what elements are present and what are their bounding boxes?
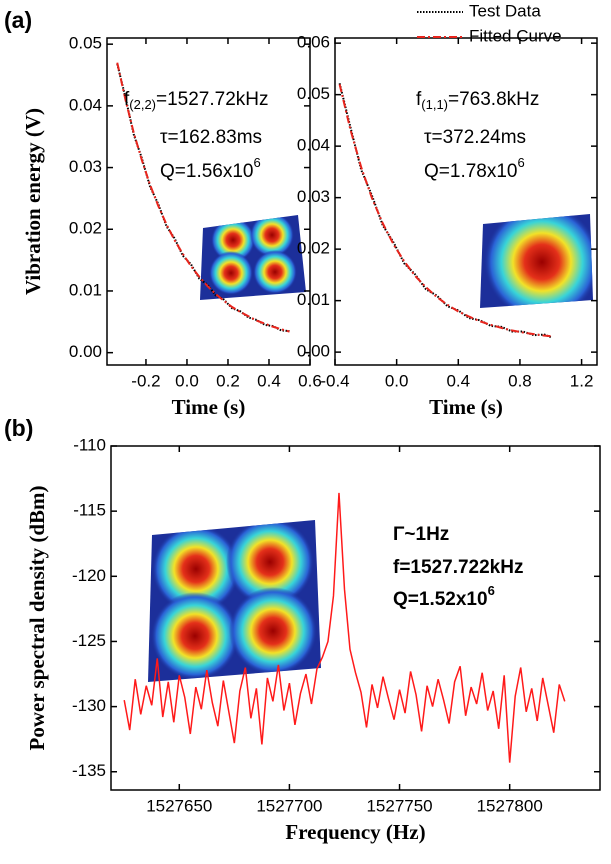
x-tick-label: 0.4 xyxy=(446,371,470,390)
y-tick-label: 0.02 xyxy=(69,219,102,238)
y-tick-label: 0.00 xyxy=(69,342,102,361)
plot-frame xyxy=(110,445,601,791)
annotation-sub: (1,1) xyxy=(421,97,448,112)
x-tick-label: 1527800 xyxy=(477,796,543,815)
annotation-text: Γ~1Hz xyxy=(393,524,449,545)
y-tick-label: -125 xyxy=(72,631,106,650)
x-tick-label: 1527700 xyxy=(256,796,322,815)
y-tick-label: 0.04 xyxy=(69,95,102,114)
annotation: f(2,2)=1527.72kHz xyxy=(124,89,269,112)
annotation-text: f xyxy=(416,89,422,110)
panel-label: (a) xyxy=(4,7,32,33)
data-line xyxy=(338,84,551,338)
annotation: f=1527.722kHz xyxy=(393,557,523,578)
y-tick-label: -110 xyxy=(73,435,106,454)
y-tick-label: 0.01 xyxy=(69,280,102,299)
y-tick-label: -135 xyxy=(72,761,106,780)
annotation-sub: (2,2) xyxy=(129,97,156,112)
y-tick-label: 0.05 xyxy=(297,84,330,103)
y-tick-label: 0.00 xyxy=(297,342,330,361)
x-tick-label: 1527750 xyxy=(366,796,432,815)
x-axis-label: Time (s) xyxy=(172,395,246,419)
annotation-text: Q=1.56x10 xyxy=(160,161,254,182)
y-tick-label: -120 xyxy=(72,566,106,585)
x-tick-label: 1527650 xyxy=(146,796,212,815)
annotation: Q=1.56x106 xyxy=(160,155,261,182)
x-tick-label: -0.4 xyxy=(320,371,349,390)
x-axis-label: Frequency (Hz) xyxy=(285,820,425,844)
annotation: τ=372.24ms xyxy=(424,127,526,148)
x-tick-label: 1.2 xyxy=(570,371,594,390)
x-tick-label: 0.0 xyxy=(385,371,409,390)
mode-inset xyxy=(480,214,593,308)
x-tick-label: -0.2 xyxy=(131,371,160,390)
annotation-text: τ=162.83ms xyxy=(160,127,262,148)
x-tick-label: 0.6 xyxy=(298,371,322,390)
y-tick-label: 0.02 xyxy=(297,239,330,258)
y-tick-label: 0.01 xyxy=(297,290,330,309)
y-tick-label: -115 xyxy=(73,501,106,520)
y-axis-label: Vibration energy (V) xyxy=(21,108,45,295)
data-line xyxy=(116,62,290,333)
x-tick-label: 0.8 xyxy=(508,371,532,390)
x-tick-label: 0.2 xyxy=(216,371,240,390)
annotation-text: =763.8kHz xyxy=(448,89,539,110)
annotation: Γ~1Hz xyxy=(393,524,449,545)
y-tick-label: 0.03 xyxy=(69,157,102,176)
y-tick-label: 0.06 xyxy=(297,33,330,52)
mode-inset xyxy=(148,520,321,682)
annotation-text: f xyxy=(124,89,130,110)
y-tick-label: 0.03 xyxy=(297,187,330,206)
annotation-text: =1527.72kHz xyxy=(156,89,269,110)
annotation-sup: 6 xyxy=(488,583,495,598)
annotation-text: Q=1.52x10 xyxy=(393,589,488,610)
annotation: f(1,1)=763.8kHz xyxy=(416,89,539,112)
y-axis-label: Power spectral density (dBm) xyxy=(25,486,49,751)
x-tick-label: 0.4 xyxy=(257,371,281,390)
annotation-text: τ=372.24ms xyxy=(424,127,526,148)
annotation-text: Q=1.78x10 xyxy=(424,161,518,182)
plot-frame xyxy=(334,37,598,366)
legend-label: Fitted Curve xyxy=(469,26,562,45)
plot-frame xyxy=(106,37,311,366)
annotation-text: f=1527.722kHz xyxy=(393,557,523,578)
annotation-sup: 6 xyxy=(254,155,261,170)
annotation: Q=1.78x106 xyxy=(424,155,525,182)
y-tick-label: 0.05 xyxy=(69,34,102,53)
annotation-sup: 6 xyxy=(518,155,525,170)
legend-label: Test Data xyxy=(469,1,541,20)
mode-inset xyxy=(200,215,306,300)
data-line xyxy=(123,492,566,763)
annotation: Q=1.52x106 xyxy=(393,583,495,610)
x-axis-label: Time (s) xyxy=(429,395,503,419)
y-tick-label: 0.04 xyxy=(297,136,330,155)
y-tick-label: -130 xyxy=(72,696,106,715)
x-tick-label: 0.0 xyxy=(175,371,199,390)
annotation: τ=162.83ms xyxy=(160,127,262,148)
panel-label: (b) xyxy=(4,415,33,441)
